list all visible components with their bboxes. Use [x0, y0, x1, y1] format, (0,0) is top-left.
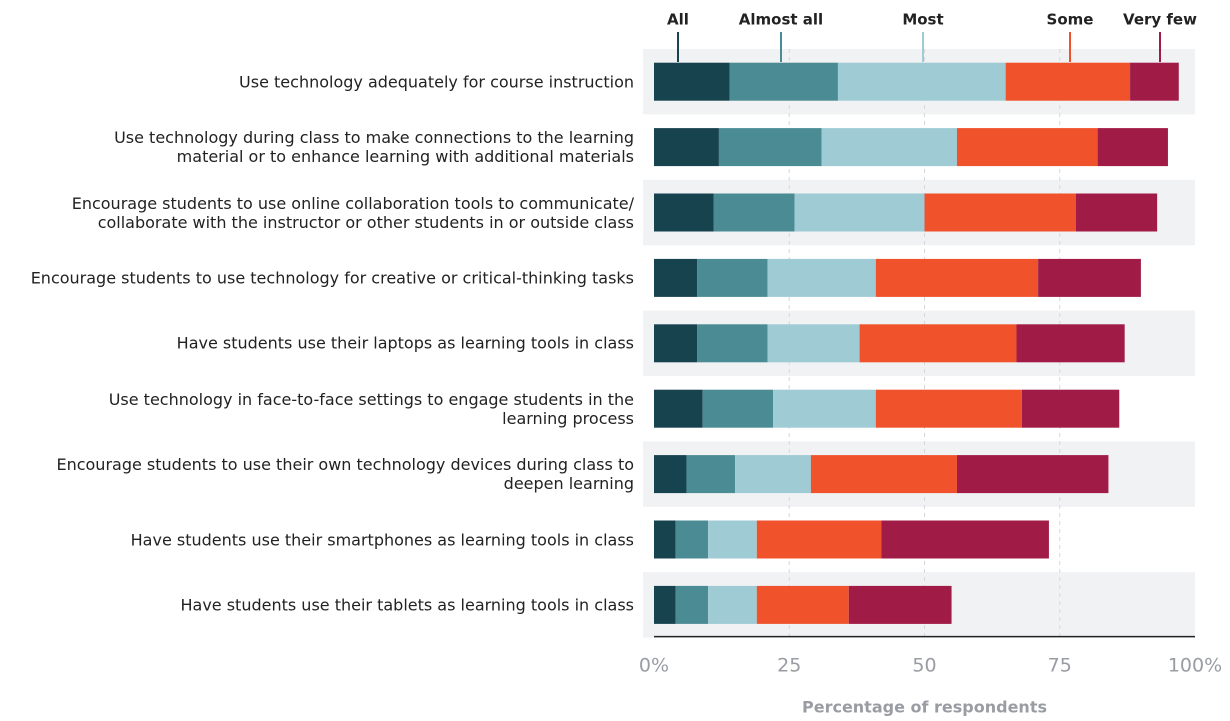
bar-segment — [1097, 128, 1168, 167]
bar-segment — [654, 455, 687, 494]
bar-segment — [697, 324, 768, 363]
bar-segment — [767, 258, 876, 297]
bar-segment — [767, 324, 860, 363]
bar-segment — [1130, 62, 1179, 101]
bar-segment — [1075, 193, 1158, 232]
category-label: Have students use their smartphones as l… — [130, 530, 634, 549]
bar-segment — [697, 258, 768, 297]
bar-segment — [675, 585, 709, 624]
category-label: Use technology during class to make conn… — [114, 128, 634, 167]
bar-segment — [729, 62, 838, 101]
bar-segment — [686, 455, 736, 494]
bar-segment — [654, 389, 703, 428]
bar-segment — [881, 520, 1049, 559]
bar-segment — [924, 193, 1076, 232]
x-tick-label: 75 — [1048, 655, 1072, 677]
category-label: Encourage students to use their own tech… — [56, 455, 634, 494]
x-axis-label: Percentage of respondents — [802, 698, 1047, 717]
legend-label: All — [667, 11, 689, 29]
bar-segment — [1021, 389, 1120, 428]
category-label: Have students use their tablets as learn… — [180, 595, 634, 615]
bar-segment — [654, 520, 676, 559]
bar-segment — [794, 193, 925, 232]
legend-label: Almost all — [739, 11, 823, 29]
bar-segment — [654, 585, 676, 624]
bar-segment — [875, 389, 1022, 428]
bar-segment — [654, 62, 730, 101]
x-tick-label: 50 — [912, 655, 936, 677]
bar-segment — [718, 128, 822, 167]
bar-segment — [756, 520, 882, 559]
bar-segment — [654, 324, 698, 363]
bar-segment — [956, 128, 1098, 167]
bar-segment — [837, 62, 1006, 101]
bar-segment — [675, 520, 709, 559]
bar-segment — [735, 455, 811, 494]
bar-segment — [810, 455, 957, 494]
legend-label: Very few — [1123, 11, 1197, 29]
category-label: Use technology in face-to-face settings … — [108, 389, 634, 428]
bar-segment — [848, 585, 952, 624]
bar-segment — [708, 585, 757, 624]
legend-label: Some — [1047, 11, 1094, 29]
bar-segment — [756, 585, 849, 624]
legend-label: Most — [902, 11, 943, 29]
category-label: Encourage students to use technology for… — [30, 268, 634, 288]
bar-segment — [1038, 258, 1141, 297]
bar-segment — [1016, 324, 1125, 363]
bar-segment — [702, 389, 774, 428]
x-tick-label: 0% — [639, 655, 669, 677]
bar-segment — [956, 455, 1109, 494]
bar-segment — [708, 520, 757, 559]
bar-segment — [713, 193, 795, 232]
category-label: Have students use their laptops as learn… — [176, 333, 634, 353]
bar-segment — [654, 193, 714, 232]
bar-segment — [654, 128, 719, 167]
x-tick-label: 100% — [1168, 655, 1222, 677]
bar-segment — [1005, 62, 1131, 101]
bar-segment — [875, 258, 1039, 297]
category-label: Encourage students to use online collabo… — [71, 193, 634, 232]
bar-segment — [821, 128, 957, 167]
bar-segment — [773, 389, 876, 428]
bar-segment — [859, 324, 1017, 363]
category-label: Use technology adequately for course ins… — [239, 72, 634, 92]
x-tick-label: 25 — [777, 655, 801, 677]
bar-segment — [654, 258, 698, 297]
